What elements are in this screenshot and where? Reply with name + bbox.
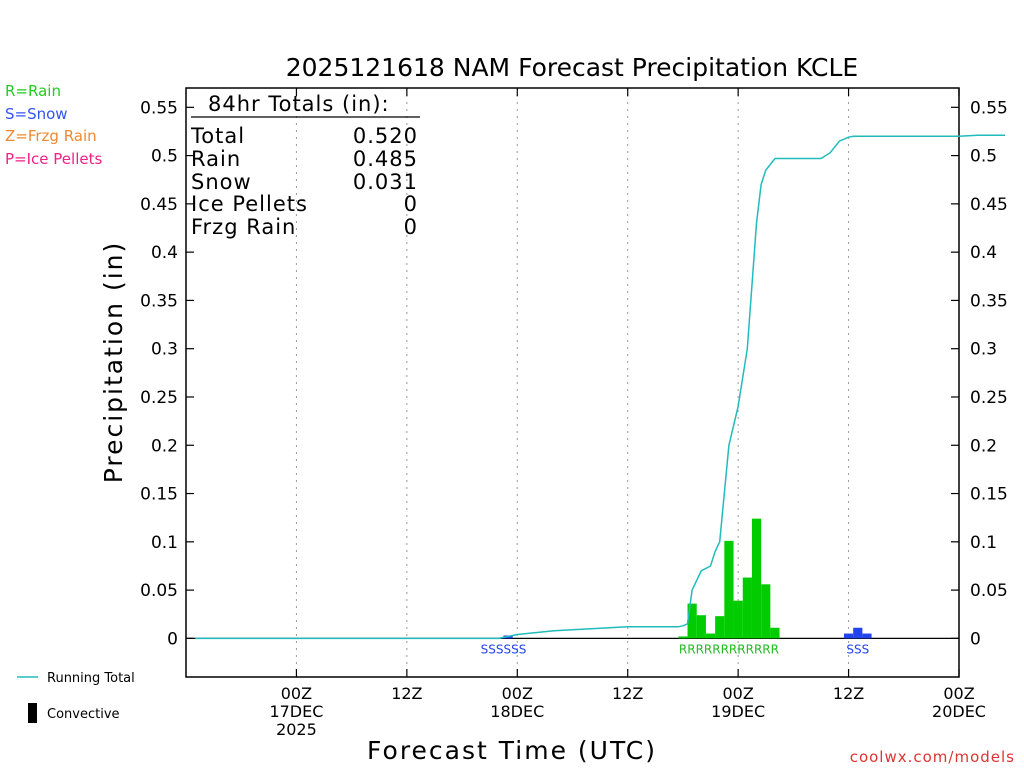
- chart-title: 2025121618 NAM Forecast Precipitation KC…: [286, 53, 858, 82]
- totals-ice-pellets-label: Ice Pellets: [191, 192, 308, 216]
- y-axis-label: Precipitation (in): [99, 241, 128, 484]
- totals-snow-value: 0.031: [353, 170, 418, 194]
- series-legend: Running Total Convective: [17, 671, 135, 723]
- rain-bar-52: [715, 616, 725, 639]
- legend-rain: R=Rain: [5, 82, 61, 100]
- rain-bar-49: [687, 603, 697, 639]
- y-tick-label-left-2: 0.1: [151, 533, 178, 553]
- rain-bar-54: [733, 600, 743, 639]
- legend-freezing-rain: Z=Frzg Rain: [5, 127, 97, 145]
- x-axis-label: Forecast Time (UTC): [367, 736, 657, 765]
- type-label-2: SSS: [846, 642, 869, 656]
- plot-frame: [185, 87, 960, 678]
- rain-bar-58: [770, 627, 780, 639]
- y-tick-label-left-0: 0: [167, 629, 178, 649]
- precip-type-legend: R=Rain S=Snow Z=Frzg Rain P=Ice Pellets: [5, 82, 102, 168]
- vertical-gridlines: [295, 88, 850, 677]
- type-label-0: SSSSSS: [481, 642, 527, 656]
- y-tick-label-right-0: 0: [970, 629, 981, 649]
- totals-freezing-rain-label: Frzg Rain: [191, 215, 296, 239]
- legend-convective-swatch: [28, 703, 37, 723]
- totals-total-label: Total: [190, 124, 245, 148]
- x-tick-label-1-1: 12Z: [391, 684, 422, 703]
- y-tick-label-left-10: 0.5: [151, 147, 178, 167]
- y-tick-label-left-1: 0.05: [140, 581, 178, 601]
- precip-type-labels: SSSSSS RRRRRRRRRRRR SSS: [481, 642, 870, 656]
- totals-heading: 84hr Totals (in):: [208, 92, 390, 116]
- totals-box: 84hr Totals (in): Total 0.520 Rain 0.485…: [190, 92, 420, 239]
- x-tick-label-5-1: 12Z: [833, 684, 864, 703]
- y-tick-label-right-11: 0.55: [970, 98, 1008, 118]
- y-tick-label-right-4: 0.2: [970, 436, 997, 456]
- x-tick-label-4-1: 00Z: [722, 684, 753, 703]
- totals-ice-pellets-value: 0: [404, 192, 418, 216]
- legend-running-total-label: Running Total: [47, 671, 135, 686]
- y-tick-label-left-3: 0.15: [140, 485, 178, 505]
- y-axis-left: 0 0.05 0.1 0.15 0.2 0.25 0.3 0.35 0.4 0.45 0.5 0.55: [140, 98, 194, 649]
- y-tick-label-left-5: 0.25: [140, 388, 178, 408]
- snow-bar-67: [853, 627, 863, 639]
- plot-area: SSSSSS RRRRRRRRRRRR SSS: [185, 87, 1005, 678]
- y-tick-label-right-7: 0.35: [970, 291, 1008, 311]
- x-tick-label-3-1: 12Z: [612, 684, 643, 703]
- x-tick-label-6-2: 20DEC: [932, 702, 986, 721]
- y-tick-label-left-4: 0.2: [151, 436, 178, 456]
- y-tick-label-left-7: 0.35: [140, 291, 178, 311]
- rain-bar-55: [742, 577, 752, 639]
- rain-bar-48: [678, 636, 688, 639]
- y-tick-label-right-3: 0.15: [970, 485, 1008, 505]
- totals-freezing-rain-value: 0: [404, 215, 418, 239]
- x-tick-label-0-1: 00Z: [281, 684, 312, 703]
- y-tick-label-right-1: 0.05: [970, 581, 1008, 601]
- y-tick-label-right-10: 0.5: [970, 147, 997, 167]
- legend-convective-label: Convective: [47, 707, 120, 722]
- y-axis-right: 0 0.05 0.1 0.15 0.2 0.25 0.3 0.35 0.4 0.45 0.5 0.55: [951, 98, 1008, 649]
- legend-ice-pellets: P=Ice Pellets: [5, 150, 102, 168]
- totals-rain-label: Rain: [191, 147, 241, 171]
- y-tick-label-left-9: 0.45: [140, 195, 178, 215]
- rain-bar-57: [761, 584, 771, 639]
- snow-bar-66: [843, 633, 854, 639]
- totals-rain-value: 0.485: [353, 147, 418, 171]
- rain-bar-51: [705, 633, 716, 639]
- y-tick-label-right-2: 0.1: [970, 533, 997, 553]
- y-tick-label-right-6: 0.3: [970, 340, 997, 360]
- x-tick-label-6-1: 00Z: [943, 684, 974, 703]
- x-tick-label-4-2: 19DEC: [711, 702, 765, 721]
- y-tick-label-left-8: 0.4: [151, 243, 178, 263]
- totals-total-value: 0.520: [353, 124, 418, 148]
- y-tick-label-left-11: 0.55: [140, 98, 178, 118]
- credit-text: coolwx.com/models: [850, 748, 1015, 766]
- totals-snow-label: Snow: [191, 170, 252, 194]
- running-total-line: [195, 134, 1005, 640]
- rain-bar-50: [696, 615, 706, 639]
- type-label-1: RRRRRRRRRRRR: [679, 642, 779, 656]
- rain-bar-53: [724, 540, 734, 639]
- y-tick-label-right-5: 0.25: [970, 388, 1008, 408]
- legend-snow: S=Snow: [5, 105, 68, 123]
- y-tick-label-right-8: 0.4: [970, 243, 997, 263]
- x-tick-label-0-3: 2025: [276, 720, 317, 739]
- y-tick-label-left-6: 0.3: [151, 340, 178, 360]
- x-tick-label-0-2: 17DEC: [269, 702, 323, 721]
- y-tick-label-right-9: 0.45: [970, 195, 1008, 215]
- snow-bar-68: [862, 633, 872, 639]
- rain-bar-56: [751, 518, 762, 639]
- x-tick-label-2-2: 18DEC: [490, 702, 544, 721]
- rain-bars: [678, 518, 780, 639]
- x-tick-label-2-1: 00Z: [502, 684, 533, 703]
